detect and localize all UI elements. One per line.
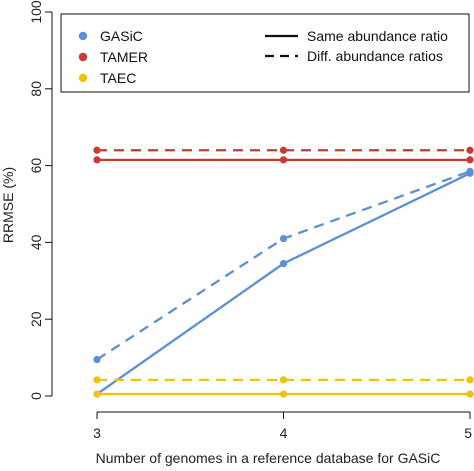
legend-label-solid: Same abundance ratio [307, 28, 448, 44]
legend-label-dashed: Diff. abundance ratios [307, 48, 443, 64]
x-tick-label-3: 3 [93, 425, 101, 441]
y-axis-title: RRMSE (%) [0, 167, 16, 243]
legend-marker-taec [78, 73, 88, 83]
point-tamer-solid-3 [93, 156, 101, 164]
legend-box [60, 13, 470, 93]
point-taec-dashed-3 [93, 376, 101, 384]
point-taec-dashed-5 [466, 376, 474, 384]
y-tick-label-40: 40 [28, 234, 44, 250]
legend-label-taec: TAEC [100, 70, 136, 86]
point-tamer-solid-4 [279, 156, 288, 164]
y-tick-label-100: 100 [28, 0, 44, 24]
point-gasic-dashed-4 [279, 234, 288, 243]
y-tick-label-0: 0 [28, 392, 44, 400]
x-axis-title: Number of genomes in a reference databas… [96, 450, 441, 466]
legend: GASiC TAMER TAEC Same abundance ratio Di… [60, 13, 470, 93]
point-taec-dashed-4 [279, 376, 288, 384]
point-tamer-dashed-3 [93, 146, 101, 154]
point-gasic-dashed-5 [466, 167, 474, 175]
legend-label-gasic: GASiC [100, 28, 143, 44]
y-tick-label-20: 20 [28, 311, 44, 327]
axes: 0 20 40 60 80 100 3 4 5 [28, 0, 472, 441]
point-gasic-solid-4 [279, 259, 288, 268]
y-tick-label-60: 60 [28, 158, 44, 174]
point-taec-solid-3 [93, 390, 101, 398]
point-taec-solid-5 [466, 390, 474, 398]
series-layer [93, 146, 474, 398]
point-taec-solid-4 [279, 390, 288, 398]
point-gasic-dashed-3 [93, 355, 101, 364]
point-tamer-dashed-4 [279, 146, 288, 154]
point-tamer-dashed-5 [466, 146, 474, 154]
legend-marker-tamer [78, 52, 88, 62]
x-tick-label-4: 4 [280, 425, 288, 441]
legend-marker-gasic [78, 31, 88, 41]
x-tick-label-5: 5 [464, 425, 472, 441]
legend-label-tamer: TAMER [100, 49, 148, 65]
y-tick-label-80: 80 [28, 81, 44, 97]
series-line-gasic-solid [96, 172, 471, 396]
point-tamer-solid-5 [466, 156, 474, 164]
